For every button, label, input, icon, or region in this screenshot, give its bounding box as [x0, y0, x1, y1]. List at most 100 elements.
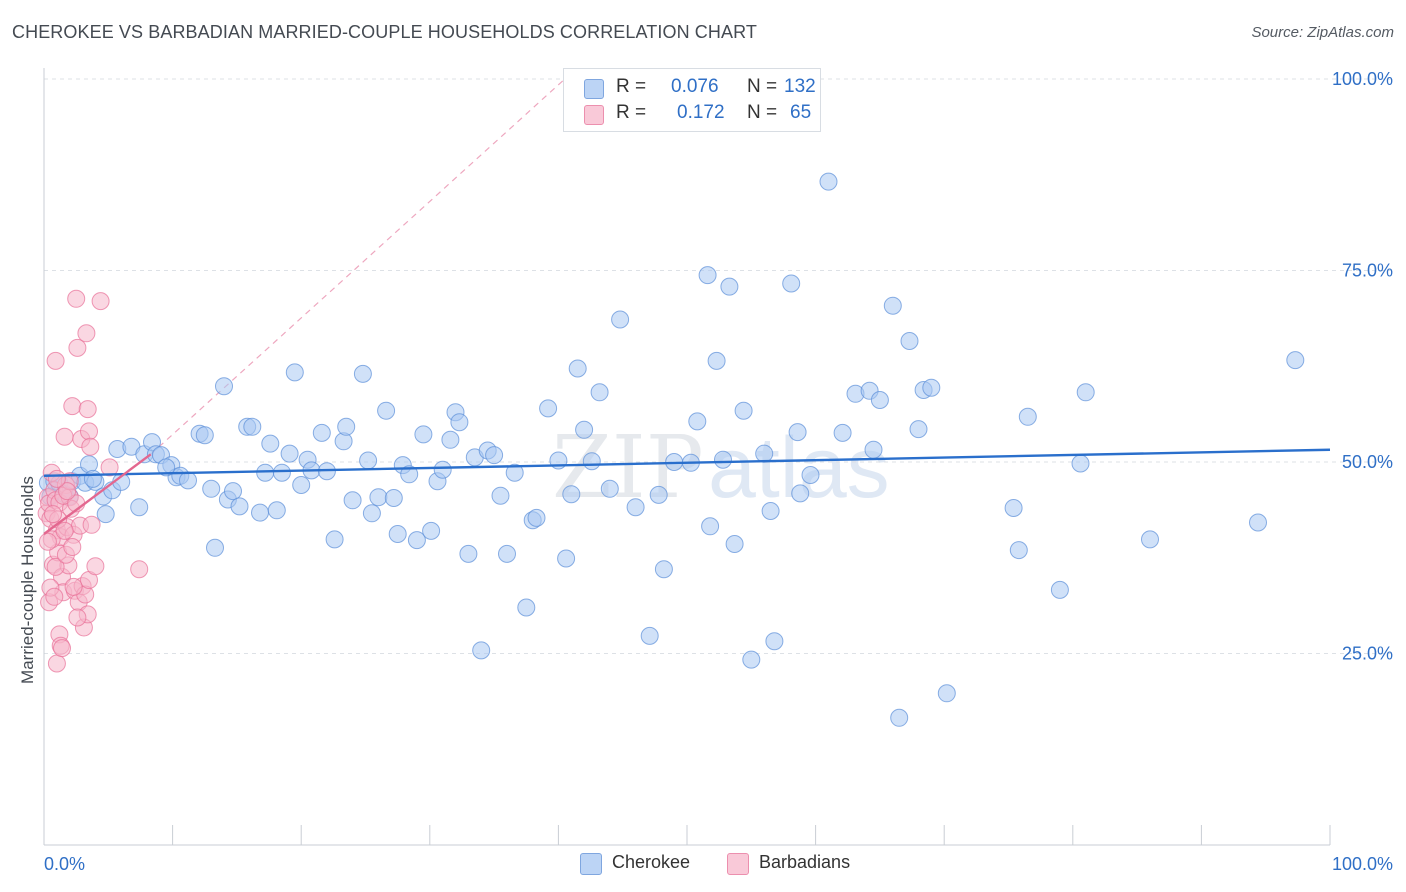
- data-point: [77, 324, 96, 343]
- legend-n-label: N =: [747, 102, 778, 123]
- legend-swatch-cherokee: [584, 79, 604, 99]
- data-point: [725, 535, 744, 553]
- data-point: [498, 544, 516, 563]
- axes: [43, 68, 1331, 846]
- data-point: [720, 277, 739, 296]
- y-tick-label: 100.0%: [1332, 69, 1393, 89]
- data-point: [312, 423, 331, 442]
- data-point: [46, 557, 65, 576]
- data-point: [400, 465, 419, 484]
- y-tick-label: 75.0%: [1342, 261, 1393, 281]
- data-point: [82, 515, 101, 534]
- data-point: [53, 639, 71, 658]
- data-point: [937, 684, 956, 703]
- data-point: [80, 422, 98, 441]
- legend-n-label: N =: [747, 76, 778, 97]
- data-point: [202, 479, 221, 498]
- trend-line-barbadians: [43, 453, 152, 535]
- data-point: [761, 502, 780, 520]
- data-point: [649, 485, 668, 504]
- data-point: [272, 463, 291, 482]
- data-point: [280, 444, 299, 463]
- data-point: [788, 423, 807, 442]
- data-point: [243, 417, 262, 436]
- legend-r-value: 0.172: [677, 102, 725, 123]
- data-point: [1141, 530, 1159, 549]
- data-point: [819, 172, 838, 191]
- data-point: [157, 458, 176, 477]
- data-point: [251, 503, 269, 522]
- data-point: [1249, 513, 1267, 532]
- data-point: [343, 491, 362, 510]
- legend-r-label: R =: [616, 76, 647, 97]
- bottom-legend-swatch-cherokee: [580, 853, 602, 875]
- data-point: [1009, 541, 1028, 560]
- data-point: [517, 598, 536, 617]
- data-point: [433, 460, 452, 479]
- data-point: [791, 484, 810, 503]
- data-point: [325, 530, 344, 549]
- data-point: [582, 452, 601, 471]
- data-point: [491, 486, 510, 505]
- data-point: [47, 654, 66, 673]
- data-point: [1286, 351, 1305, 370]
- data-point: [46, 351, 65, 370]
- data-point: [1004, 499, 1023, 517]
- data-point: [801, 466, 820, 484]
- data-point: [714, 450, 732, 469]
- data-point: [362, 504, 381, 523]
- data-point: [179, 471, 197, 490]
- data-point: [206, 538, 224, 557]
- legend-swatch-barbadians: [584, 105, 604, 125]
- data-point: [388, 525, 407, 543]
- data-point: [590, 383, 609, 402]
- data-point: [58, 482, 77, 501]
- data-point: [562, 485, 581, 504]
- data-point: [369, 488, 388, 507]
- data-point: [734, 401, 753, 420]
- data-point: [64, 577, 83, 596]
- data-point: [833, 423, 852, 442]
- data-point: [96, 505, 115, 524]
- data-point: [256, 463, 275, 482]
- data-point: [688, 412, 707, 431]
- data-point: [1050, 580, 1069, 599]
- data-point: [557, 549, 576, 568]
- data-point: [83, 469, 102, 488]
- data-point: [261, 434, 280, 453]
- bottom-legend-label-cherokee: Cherokee: [612, 852, 691, 872]
- legend-r-label: R =: [616, 102, 647, 123]
- data-point: [100, 458, 119, 477]
- zipatlas-watermark: ZIP atlas: [552, 418, 890, 518]
- data-point: [353, 364, 372, 383]
- data-point: [285, 363, 304, 382]
- data-point: [81, 437, 100, 456]
- data-point: [900, 332, 919, 350]
- data-point: [883, 296, 902, 315]
- data-point: [195, 426, 214, 445]
- data-point: [407, 531, 426, 550]
- legend-n-value: 65: [790, 102, 812, 123]
- x-tick-label-min: 0.0%: [44, 854, 85, 874]
- data-point: [698, 266, 717, 285]
- tick-labels: 25.0% 50.0% 75.0% 100.0% 0.0% 100.0%: [44, 69, 1393, 874]
- y-tick-label: 50.0%: [1342, 452, 1393, 472]
- data-point: [707, 351, 726, 370]
- data-point: [742, 650, 761, 669]
- bottom-legend-swatch-barbadians: [727, 853, 749, 875]
- data-point: [909, 420, 928, 439]
- data-point: [485, 446, 504, 465]
- legend-n-value: 132: [784, 76, 816, 97]
- trend-line-cherokee: [43, 448, 1331, 477]
- data-point: [611, 310, 630, 329]
- trend-lines: [150, 78, 566, 455]
- data-point: [215, 377, 233, 396]
- data-point: [600, 479, 619, 498]
- data-point: [63, 538, 82, 556]
- data-point: [337, 417, 356, 436]
- data-point: [575, 420, 594, 439]
- data-point: [86, 557, 105, 576]
- data-point: [654, 560, 673, 579]
- x-tick-label-max: 100.0%: [1332, 854, 1393, 874]
- source-credit: Source: ZipAtlas.com: [1251, 24, 1394, 41]
